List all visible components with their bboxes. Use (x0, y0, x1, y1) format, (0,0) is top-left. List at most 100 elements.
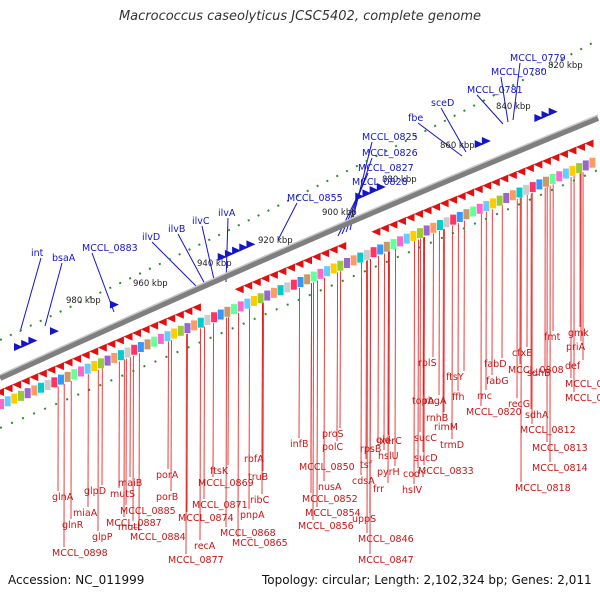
cog-band-segment (443, 217, 450, 228)
reverse-gene-arrow (72, 354, 82, 363)
reverse-gene-arrow (37, 369, 47, 378)
cog-band-segment (523, 184, 530, 195)
reverse-gene-arrow (422, 206, 432, 215)
cog-band-segment (17, 390, 24, 401)
forward-gene-label: ilvD (142, 232, 160, 243)
forward-gene-label: MCCL_0826 (362, 148, 418, 159)
reverse-gene-label: gmk (568, 328, 589, 339)
cog-band-segment (536, 179, 543, 190)
cog-band-segment (589, 157, 596, 168)
cog-band-segment (417, 228, 424, 239)
kbp-label: 960 kbp (133, 279, 168, 289)
forward-gene-label: bsaA (52, 253, 76, 264)
forward-gene-leader-line (151, 241, 199, 289)
cog-band-segment (423, 225, 430, 236)
reverse-gene-label: rpsB (360, 444, 381, 455)
accession-text: Accession: NC_011999 (8, 573, 145, 587)
cog-band-segment (357, 252, 364, 263)
reverse-gene-arrow (456, 192, 466, 201)
cog-band-segment (137, 342, 144, 353)
forward-gene-arrow (376, 183, 386, 192)
genome-backbone-highlight (0, 114, 599, 376)
reverse-gene-arrow (567, 146, 577, 155)
reverse-gene-arrow (337, 242, 347, 251)
forward-gene-label: sceD (431, 98, 454, 109)
forward-gene-label: ilvC (192, 216, 210, 227)
cog-band-segment (211, 312, 218, 323)
reverse-gene-label: fabG (486, 376, 509, 387)
reverse-gene-label: rnc (477, 391, 492, 402)
cog-band-segment (403, 233, 410, 244)
reverse-gene-arrow (439, 199, 449, 208)
reverse-gene-label: ftsY (446, 372, 464, 383)
cog-band-segment (516, 187, 523, 198)
cog-band-segment (37, 382, 44, 393)
reverse-gene-arrow (157, 318, 167, 327)
reverse-gene-label: infB (290, 439, 309, 450)
cog-band-segment (164, 331, 171, 342)
reverse-gene-label: MCCL_0869 (198, 478, 254, 489)
cog-band-segment (51, 377, 58, 388)
cog-band-segment (430, 222, 437, 233)
reverse-gene-arrow (303, 256, 313, 265)
reverse-gene-label: MCCL_0874 (178, 513, 234, 524)
forward-gene-label: int (31, 248, 44, 259)
reverse-gene-label: MCCL_0804 (565, 379, 600, 390)
cog-band-segment (343, 258, 350, 269)
reverse-gene-arrow (29, 373, 39, 382)
reverse-gene-label: porB (156, 492, 178, 503)
reverse-gene-label: MCCL_0847 (358, 555, 414, 566)
cog-band-segment (4, 396, 11, 407)
cog-band-segment (503, 192, 510, 203)
forward-gene-arrow (28, 336, 38, 345)
reverse-gene-label: pyrH (377, 467, 400, 478)
reverse-gene-arrow (89, 347, 99, 356)
reverse-gene-arrow (54, 362, 64, 371)
forward-gene-arrow (481, 136, 491, 145)
forward-gene-leader-line (349, 141, 373, 231)
reverse-gene-label: ftsK (210, 466, 229, 477)
map-title: Macrococcus caseolyticus JCSC5402, compl… (118, 9, 482, 24)
reverse-gene-label: MCCL_0868 (220, 528, 276, 539)
reverse-gene-arrow (533, 160, 543, 169)
reverse-gene-arrow (499, 174, 509, 183)
cog-band-segment (330, 263, 337, 274)
reverse-gene-label: cfxE (512, 348, 532, 359)
forward-gene-labels: MCCL_0779 MCCL_0780 MCCL_0781 sceD fbe MCCL_0… (31, 53, 566, 264)
cog-band-segment (104, 355, 111, 366)
cog-band-segment (363, 249, 370, 260)
outer-dotted-ring (0, 39, 599, 341)
reverse-gene-label: fmt (544, 332, 561, 343)
reverse-gene-arrow (388, 220, 398, 229)
forward-gene-arrow (246, 240, 256, 249)
kbp-label: 820 kbp (548, 61, 583, 71)
cog-band-segment (350, 255, 357, 266)
cog-band-segment (529, 182, 536, 193)
reverse-gene-label: MCCL_0812 (520, 425, 576, 436)
forward-gene-leader-line (177, 233, 207, 287)
cog-band-segment (383, 241, 390, 252)
forward-gene-label: MCCL_0781 (467, 85, 523, 96)
cog-band-segment (310, 271, 317, 282)
reverse-gene-label: glnA (52, 492, 74, 503)
cog-band-segment (11, 393, 18, 404)
forward-gene-arrow (232, 246, 242, 255)
cog-band-segment (290, 279, 297, 290)
forward-gene-arrow (49, 327, 59, 336)
forward-gene-label: MCCL_0780 (491, 67, 547, 78)
reverse-gene-label: MCCL_0877 (168, 555, 224, 566)
cog-band-segment (543, 176, 550, 187)
reverse-gene-label: def (565, 361, 581, 372)
cog-band-segment (157, 333, 164, 344)
reverse-gene-arrow (0, 388, 4, 396)
reverse-gene-label: MCCL_0852 (302, 494, 358, 505)
cog-band-segment (556, 171, 563, 182)
cog-band-segment (97, 358, 104, 369)
reverse-gene-leader-line (298, 287, 300, 439)
forward-gene-arrow (21, 339, 31, 348)
cog-band-segment (489, 198, 496, 209)
kbp-label: 860 kbp (440, 141, 475, 151)
reverse-gene-label: mutL (118, 522, 143, 533)
